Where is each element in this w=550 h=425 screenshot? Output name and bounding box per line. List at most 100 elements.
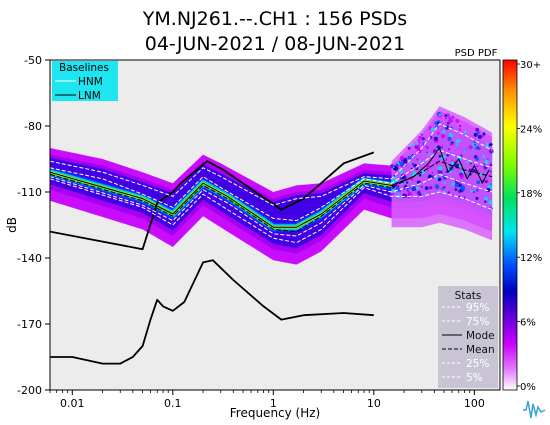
density-speck bbox=[447, 136, 452, 141]
density-speck bbox=[437, 177, 442, 182]
density-speck bbox=[445, 117, 447, 119]
density-speck bbox=[487, 184, 492, 189]
density-speck bbox=[475, 127, 480, 132]
density-speck bbox=[473, 143, 477, 147]
density-speck bbox=[421, 133, 423, 136]
density-speck bbox=[455, 139, 460, 144]
y-tick-label: -170 bbox=[17, 318, 42, 331]
density-band bbox=[50, 120, 493, 249]
colorbar-tick-label: 18% bbox=[520, 189, 542, 200]
density-speck bbox=[473, 132, 478, 137]
density-speck bbox=[413, 163, 417, 168]
baselines-legend: Baselines HNM LNM bbox=[52, 61, 118, 102]
density-speck bbox=[404, 160, 408, 164]
density-speck bbox=[418, 174, 422, 177]
mean-legend-label: Mean bbox=[466, 344, 495, 356]
density-speck bbox=[442, 174, 448, 180]
density-speck bbox=[429, 136, 433, 139]
density-speck bbox=[443, 181, 446, 184]
density-speck bbox=[447, 191, 451, 194]
density-speck bbox=[469, 162, 472, 165]
stats-legend: Stats 95% 75% Mode Mean 25% 5% bbox=[438, 286, 498, 388]
density-speck bbox=[455, 119, 460, 123]
plot-frame bbox=[49, 59, 501, 391]
p75-legend-label: 75% bbox=[466, 316, 489, 328]
density-speck bbox=[443, 186, 446, 189]
density-speck bbox=[450, 127, 453, 129]
density-speck bbox=[447, 166, 450, 169]
density-speck bbox=[488, 200, 493, 205]
x-tick-label: 1 bbox=[270, 397, 277, 410]
density-speck bbox=[397, 185, 400, 188]
density-speck bbox=[409, 157, 412, 160]
density-speck bbox=[441, 146, 444, 149]
density-speck bbox=[434, 184, 440, 190]
density-speck bbox=[484, 159, 489, 164]
density-speck bbox=[464, 149, 467, 152]
density-speck bbox=[410, 177, 414, 181]
chart-subtitle: 04-JUN-2021 / 08-JUN-2021 bbox=[145, 33, 406, 55]
density-speck bbox=[418, 135, 422, 140]
density-speck bbox=[399, 155, 405, 161]
density-speck bbox=[392, 166, 395, 169]
series-line-25pct bbox=[50, 173, 493, 237]
density-speck bbox=[482, 155, 485, 158]
density-speck bbox=[424, 192, 427, 195]
density-speck bbox=[409, 162, 412, 165]
density-speck bbox=[415, 142, 418, 145]
density-speck bbox=[473, 191, 476, 194]
density-speck bbox=[428, 152, 431, 155]
colorbar: 30+ 24% 18% 12% 6% 0% bbox=[502, 59, 542, 393]
density-speck bbox=[418, 139, 420, 141]
baselines-legend-title: Baselines bbox=[59, 62, 109, 74]
density-speck bbox=[476, 165, 479, 168]
density-speck bbox=[403, 157, 408, 162]
curves-layer bbox=[50, 123, 493, 365]
density-speck bbox=[475, 146, 480, 150]
density-speck bbox=[395, 163, 398, 166]
density-speck bbox=[412, 186, 416, 191]
chart-title: YM.NJ261.--.CH1 : 156 PSDs bbox=[142, 8, 407, 30]
density-speck bbox=[463, 130, 467, 134]
density-speck bbox=[438, 113, 442, 117]
density-speck bbox=[406, 181, 409, 184]
p95-legend-label: 95% bbox=[466, 302, 489, 314]
density-speck bbox=[466, 160, 469, 164]
density-speck bbox=[436, 148, 439, 150]
density-speck bbox=[431, 172, 434, 174]
density-speck bbox=[487, 158, 489, 160]
density-speck bbox=[454, 187, 457, 190]
y-tick-label: -50 bbox=[24, 54, 42, 67]
density-speck bbox=[393, 174, 396, 177]
density-speck bbox=[477, 134, 482, 139]
density-speck bbox=[484, 196, 488, 201]
density-speck bbox=[411, 143, 415, 147]
density-speck bbox=[451, 182, 455, 187]
waveform-logo-icon bbox=[520, 397, 548, 423]
series-line-hnm bbox=[50, 151, 375, 251]
density-speck bbox=[402, 187, 406, 191]
density-speck bbox=[428, 174, 432, 178]
density-speck bbox=[416, 147, 421, 152]
density-speck bbox=[444, 114, 447, 117]
density-speck bbox=[458, 195, 461, 198]
x-tick-label: 10 bbox=[367, 397, 381, 410]
density-speck bbox=[448, 148, 450, 151]
x-tick-label: 100 bbox=[464, 397, 485, 410]
density-speck bbox=[411, 163, 414, 165]
y-axis-label: dB bbox=[5, 217, 19, 233]
density-speck bbox=[420, 185, 423, 188]
density-speck bbox=[449, 142, 453, 146]
density-speck bbox=[390, 164, 394, 168]
density-speck bbox=[468, 145, 473, 150]
density-speck bbox=[416, 158, 419, 161]
density-speck bbox=[432, 149, 437, 154]
density-speck bbox=[470, 189, 474, 193]
density-speck bbox=[445, 158, 448, 161]
colorbar-tick-label: 24% bbox=[520, 124, 542, 135]
density-speck bbox=[448, 117, 451, 119]
colorbar-gradient bbox=[502, 59, 518, 391]
density-speck bbox=[459, 124, 462, 127]
colorbar-tick-label: 30+ bbox=[520, 60, 541, 71]
